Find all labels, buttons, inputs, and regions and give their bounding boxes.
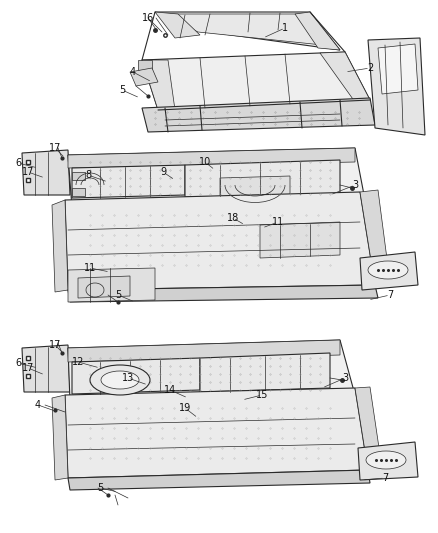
Ellipse shape <box>365 451 405 469</box>
Polygon shape <box>72 165 184 198</box>
Polygon shape <box>141 52 369 110</box>
Text: 6: 6 <box>15 358 21 368</box>
Text: 2: 2 <box>366 63 372 73</box>
Text: 4: 4 <box>35 400 41 410</box>
Polygon shape <box>377 44 417 94</box>
Text: 18: 18 <box>226 213 239 223</box>
Ellipse shape <box>367 261 407 279</box>
Text: 6: 6 <box>15 158 21 168</box>
Polygon shape <box>52 395 68 480</box>
Polygon shape <box>72 172 85 180</box>
Text: 17: 17 <box>22 167 34 177</box>
Text: 5: 5 <box>97 483 103 493</box>
Text: 9: 9 <box>159 167 166 177</box>
Text: 7: 7 <box>386 290 392 300</box>
Text: 5: 5 <box>119 85 125 95</box>
Text: 8: 8 <box>85 170 91 180</box>
Polygon shape <box>78 276 130 298</box>
Text: 3: 3 <box>341 373 347 383</box>
Polygon shape <box>162 14 331 46</box>
Text: 10: 10 <box>198 157 211 167</box>
Polygon shape <box>68 340 339 362</box>
Polygon shape <box>72 188 85 196</box>
Polygon shape <box>72 358 200 394</box>
Text: 13: 13 <box>122 373 134 383</box>
Polygon shape <box>359 190 389 285</box>
Polygon shape <box>68 470 369 490</box>
Text: 4: 4 <box>130 67 136 77</box>
Polygon shape <box>68 285 377 302</box>
Polygon shape <box>184 160 339 197</box>
Polygon shape <box>141 60 175 110</box>
Text: 17: 17 <box>49 340 61 350</box>
Text: 16: 16 <box>141 13 154 23</box>
Polygon shape <box>68 148 364 208</box>
Polygon shape <box>294 12 339 50</box>
Text: 12: 12 <box>72 357 84 367</box>
Polygon shape <box>155 12 339 50</box>
Polygon shape <box>138 60 152 70</box>
Polygon shape <box>200 353 329 392</box>
Text: 17: 17 <box>22 363 34 373</box>
Polygon shape <box>357 442 417 480</box>
Polygon shape <box>22 150 70 195</box>
Polygon shape <box>359 252 417 290</box>
Polygon shape <box>259 222 339 258</box>
Text: 17: 17 <box>49 143 61 153</box>
Polygon shape <box>319 52 369 102</box>
Text: 3: 3 <box>351 180 357 190</box>
Text: 14: 14 <box>163 385 176 395</box>
Polygon shape <box>65 388 367 478</box>
Ellipse shape <box>101 371 139 389</box>
Text: 19: 19 <box>178 403 191 413</box>
Polygon shape <box>354 387 381 470</box>
Polygon shape <box>367 38 424 135</box>
Polygon shape <box>68 340 354 402</box>
Polygon shape <box>141 98 374 132</box>
Text: 11: 11 <box>271 217 283 227</box>
Text: 7: 7 <box>381 473 387 483</box>
Text: 1: 1 <box>281 23 287 33</box>
Ellipse shape <box>90 365 150 395</box>
Text: 11: 11 <box>84 263 96 273</box>
Text: 15: 15 <box>255 390 268 400</box>
Polygon shape <box>52 200 68 292</box>
Text: 5: 5 <box>115 290 121 300</box>
Polygon shape <box>22 345 70 392</box>
Polygon shape <box>68 148 354 168</box>
Polygon shape <box>65 192 374 290</box>
Polygon shape <box>130 68 158 86</box>
Polygon shape <box>155 12 200 38</box>
Polygon shape <box>219 176 290 197</box>
Polygon shape <box>68 268 155 302</box>
